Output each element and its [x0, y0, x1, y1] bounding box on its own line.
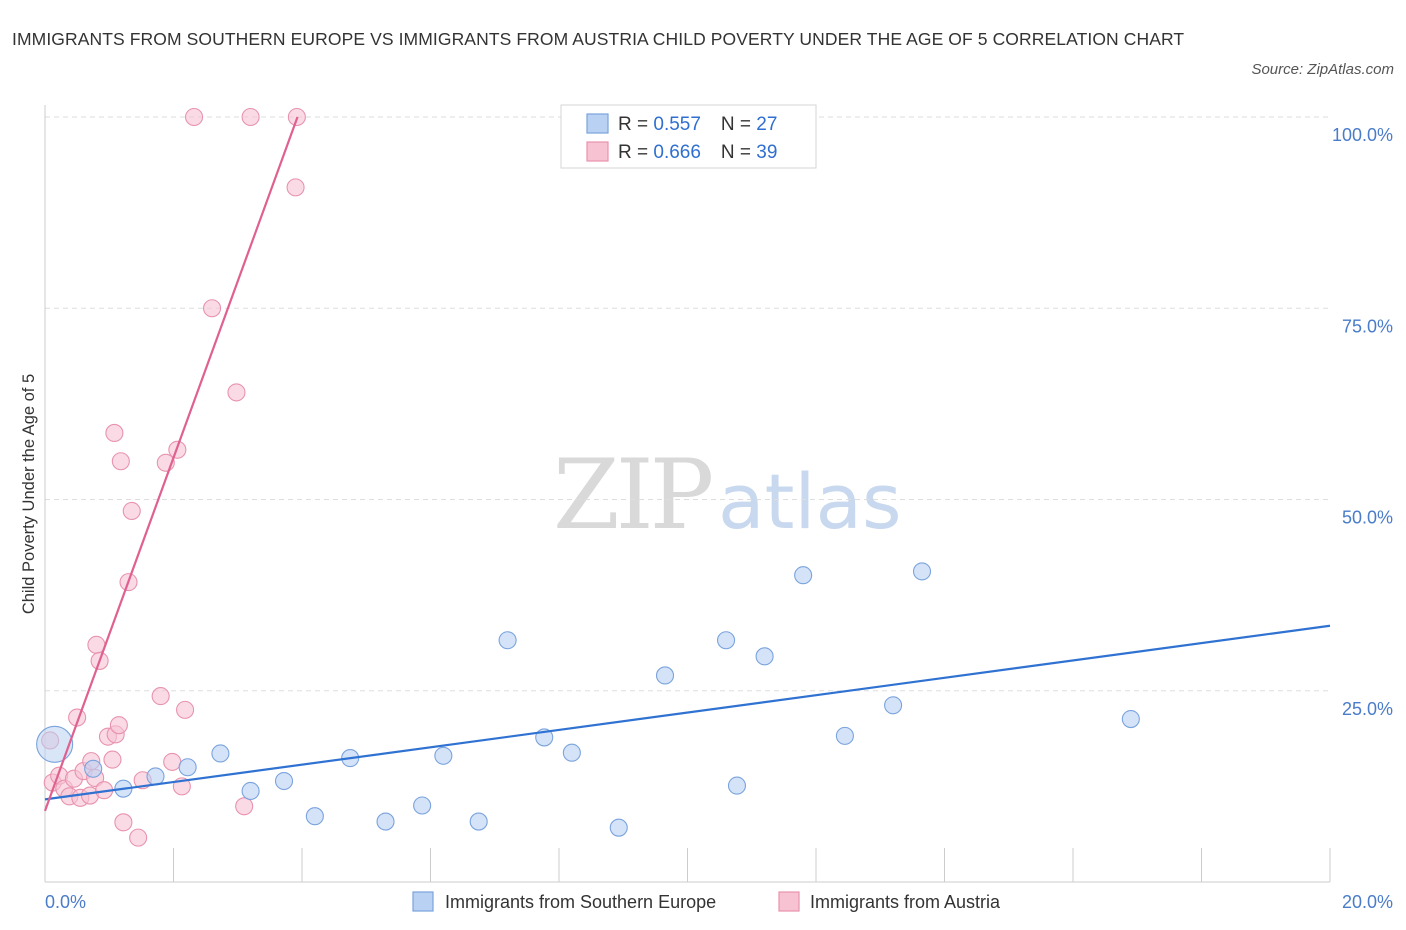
legend-r-value: 0.666: [653, 142, 701, 163]
legend-n-value: 27: [756, 114, 777, 135]
southern-europe-point: [727, 776, 747, 795]
southern-europe-point: [609, 818, 628, 837]
austria-point: [122, 501, 141, 521]
southern-europe-point: [794, 566, 813, 585]
legend: R = 0.557 N = 27 R = 0.666 N = 39: [560, 104, 817, 169]
y-tick-label: 100.0%: [1332, 125, 1393, 145]
y-tick-label: 50.0%: [1342, 508, 1393, 528]
southern-europe-point: [376, 812, 395, 831]
bottom-legend-austria: Immigrants from Austria: [810, 892, 1001, 912]
legend-n-value: 39: [756, 142, 777, 163]
x-tick-label: 20.0%: [1342, 892, 1393, 912]
austria-point: [109, 716, 128, 735]
legend-southern-europe-stats: R = 0.557 N = 27: [618, 114, 777, 135]
legend-r-label: R =: [618, 142, 653, 163]
austria-point: [203, 299, 222, 318]
southern-europe-trend-line: [44, 624, 1331, 801]
southern-europe-point: [413, 796, 432, 815]
austria-point: [286, 178, 305, 197]
legend-swatch-austria: [586, 141, 609, 162]
southern-europe-point: [655, 666, 675, 685]
chart-source: Source: ZipAtlas.com: [1251, 61, 1394, 78]
austria-point: [103, 750, 122, 769]
grid: [45, 116, 1330, 692]
legend-n-label: N =: [721, 114, 756, 135]
southern-europe-point: [912, 562, 932, 581]
southern-europe-point: [884, 696, 903, 715]
southern-europe-point: [241, 781, 260, 801]
southern-europe-point: [434, 746, 453, 765]
southern-europe-point: [178, 758, 197, 777]
austria-point: [241, 107, 260, 127]
bottom-legend-southern-europe: Immigrants from Southern Europe: [445, 892, 716, 912]
legend-r-value: 0.557: [653, 114, 701, 135]
legend-austria-stats: R = 0.666 N = 39: [618, 142, 777, 163]
southern-europe-point: [146, 767, 165, 786]
austria-point: [105, 423, 124, 442]
southern-europe-point: [835, 726, 854, 745]
austria-points: [41, 107, 306, 847]
legend-swatch-southern-europe: [586, 113, 609, 134]
southern-europe-point: [469, 812, 488, 831]
bottom-legend-swatch-southern-europe: [412, 891, 434, 912]
bottom-legend-swatch-austria: [778, 891, 800, 912]
trend-lines: [43, 116, 1331, 812]
southern-europe-point: [274, 771, 294, 791]
southern-europe-point: [1121, 710, 1140, 729]
southern-europe-point: [36, 725, 74, 763]
southern-europe-points: [36, 562, 1140, 837]
chart-title: IMMIGRANTS FROM SOUTHERN EUROPE VS IMMIG…: [12, 29, 1185, 49]
watermark-zip: ZIP: [553, 439, 712, 551]
southern-europe-point: [716, 631, 736, 650]
southern-europe-point: [755, 647, 774, 666]
southern-europe-point: [498, 631, 517, 650]
watermark-atlas: atlas: [718, 457, 902, 546]
austria-point: [235, 797, 254, 816]
southern-europe-point: [562, 743, 581, 762]
watermark: ZIP atlas: [553, 439, 902, 551]
x-tick-labels: 0.0% 20.0%: [45, 892, 1393, 912]
southern-europe-point: [305, 807, 324, 826]
austria-point: [163, 752, 182, 771]
y-axis-label: Child Poverty Under the Age of 5: [20, 374, 38, 614]
southern-europe-point: [84, 759, 103, 778]
y-tick-label: 25.0%: [1342, 699, 1393, 719]
austria-point: [151, 687, 170, 706]
austria-point: [111, 452, 130, 471]
austria-point: [185, 107, 204, 127]
southern-europe-point: [211, 744, 230, 763]
austria-point: [114, 813, 133, 832]
austria-trend-line: [43, 116, 299, 812]
austria-point: [129, 828, 148, 847]
x-tick-label: 0.0%: [45, 892, 86, 912]
austria-point: [176, 700, 195, 719]
legend-n-label: N =: [721, 142, 756, 163]
y-tick-labels: 25.0% 50.0% 75.0% 100.0%: [1332, 125, 1393, 719]
austria-point: [227, 383, 246, 402]
y-tick-label: 75.0%: [1342, 316, 1393, 336]
legend-r-label: R =: [618, 114, 653, 135]
bottom-legend: Immigrants from Southern Europe Immigran…: [412, 891, 1001, 912]
